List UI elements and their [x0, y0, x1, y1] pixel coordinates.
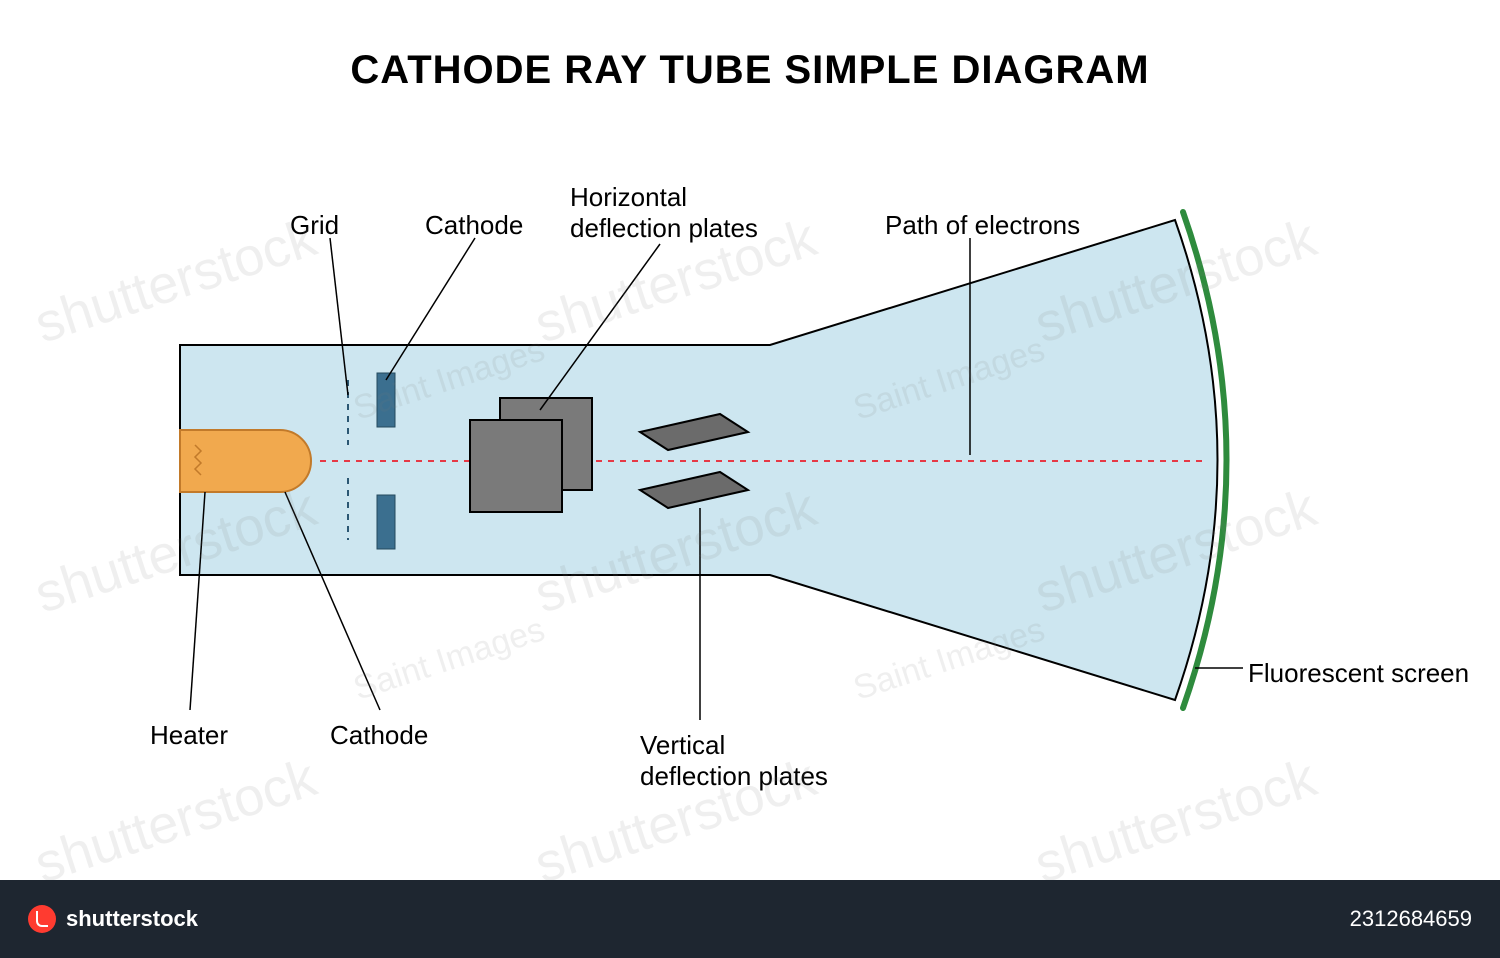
- stock-footer: shutterstock 2312684659: [0, 880, 1500, 958]
- label-screen: Fluorescent screen: [1248, 658, 1469, 689]
- label-cathode_top: Cathode: [425, 210, 523, 241]
- label-path: Path of electrons: [885, 210, 1080, 241]
- brand-text: shutterstock: [66, 906, 198, 932]
- footer-brand: shutterstock: [28, 905, 198, 933]
- crt-diagram: [0, 0, 1500, 958]
- label-h_def: Horizontal deflection plates: [570, 182, 758, 244]
- label-grid: Grid: [290, 210, 339, 241]
- label-cathode_bot: Cathode: [330, 720, 428, 751]
- label-heater: Heater: [150, 720, 228, 751]
- label-v_def: Vertical deflection plates: [640, 730, 828, 792]
- image-id: 2312684659: [1350, 906, 1472, 932]
- brand-icon: [28, 905, 56, 933]
